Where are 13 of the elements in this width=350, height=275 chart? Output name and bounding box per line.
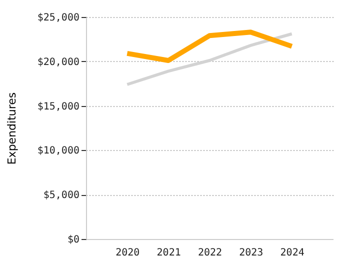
line-series <box>126 32 294 86</box>
x-tick-label: 2021 <box>156 248 181 258</box>
x-tick-label: 2020 <box>116 248 140 258</box>
y-tick-label: $15,000 <box>37 101 80 112</box>
y-tick-label: $20,000 <box>37 56 80 68</box>
x-tick-label: 2024 <box>280 248 304 258</box>
y-tick-label: $25,000 <box>37 12 80 24</box>
y-tick-label: $0 <box>67 234 80 246</box>
y-tick-label: $5,000 <box>43 190 80 202</box>
y-tick-label: $10,000 <box>37 146 80 157</box>
y-axis-title: Expenditures <box>5 92 18 165</box>
x-tick-label: 2023 <box>239 248 264 258</box>
x-tick-label: 2022 <box>198 248 222 258</box>
